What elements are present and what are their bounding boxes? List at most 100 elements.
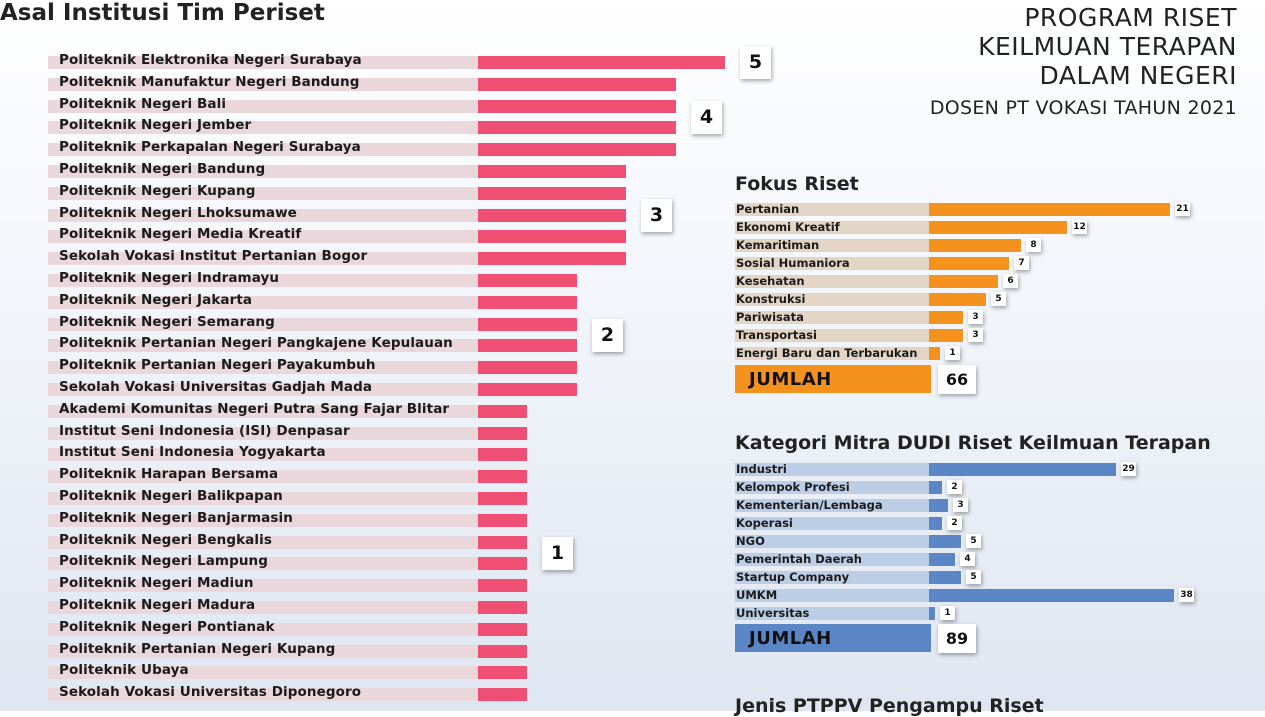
institusi-row: Politeknik Negeri Madiun (48, 575, 478, 592)
institusi-bar (478, 536, 527, 549)
mitra-value-badge: 3 (953, 498, 968, 512)
mitra-value-badge: 1 (940, 606, 955, 620)
institusi-label: Politeknik Negeri Madura (59, 597, 256, 613)
fokus-row: Konstruksi (735, 292, 929, 306)
institusi-row: Institut Seni Indonesia (ISI) Denpasar (48, 423, 478, 440)
institusi-row: Politeknik Negeri Pontianak (48, 619, 478, 636)
fokus-bar (929, 275, 998, 288)
mitra-row: Koperasi (735, 516, 929, 530)
institusi-label: Politeknik Negeri Bandung (59, 161, 266, 177)
institusi-label: Politeknik Negeri Bali (59, 96, 227, 112)
institusi-row: Politeknik Negeri Indramayu (48, 270, 478, 287)
institusi-label: Politeknik Pertanian Negeri Pangkajene K… (59, 335, 453, 351)
mitra-bar (929, 571, 961, 584)
institusi-label: Politeknik Perkapalan Negeri Surabaya (59, 139, 361, 155)
institusi-bar (478, 688, 527, 701)
institusi-bar (478, 274, 577, 287)
fokus-value-badge: 6 (1003, 274, 1018, 288)
fokus-row: Kemaritiman (735, 238, 929, 252)
institusi-row: Politeknik Negeri Banjarmasin (48, 510, 478, 527)
institusi-bar (478, 514, 527, 527)
institusi-label: Politeknik Negeri Bengkalis (59, 532, 272, 548)
institusi-row: Politeknik Negeri Semarang (48, 314, 478, 331)
institusi-row: Politeknik Ubaya (48, 662, 478, 679)
mitra-row: Universitas (735, 606, 929, 620)
fokus-label: Ekonomi Kreatif (736, 220, 840, 234)
institusi-label: Politeknik Harapan Bersama (59, 466, 279, 482)
program-subtitle: DOSEN PT VOKASI TAHUN 2021 (929, 97, 1237, 119)
fokus-value-badge: 3 (968, 328, 983, 342)
mitra-value-badge: 4 (960, 552, 975, 566)
institusi-label: Sekolah Vokasi Universitas Gadjah Mada (59, 379, 373, 395)
institusi-bar (478, 405, 527, 418)
mitra-value-badge: 38 (1179, 588, 1194, 602)
institusi-label: Politeknik Negeri Semarang (59, 314, 275, 330)
institusi-label: Institut Seni Indonesia (ISI) Denpasar (59, 423, 350, 439)
institusi-label: Sekolah Vokasi Universitas Diponegoro (59, 684, 362, 700)
mitra-label: Kelompok Profesi (736, 480, 850, 494)
institusi-value-badge: 5 (740, 46, 771, 79)
institusi-row: Sekolah Vokasi Universitas Diponegoro (48, 684, 478, 701)
institusi-value-badge: 3 (641, 199, 672, 232)
institusi-bar (478, 470, 527, 483)
institusi-label: Institut Seni Indonesia Yogyakarta (59, 444, 326, 460)
fokus-value-badge: 5 (991, 292, 1006, 306)
fokus-total-box: JUMLAH (735, 365, 931, 393)
institusi-label: Politeknik Negeri Media Kreatif (59, 226, 302, 242)
mitra-value-badge: 2 (947, 480, 962, 494)
fokus-label: Kesehatan (736, 274, 805, 288)
fokus-label: Energi Baru dan Terbarukan (736, 346, 918, 360)
institusi-bar (478, 318, 577, 331)
institusi-label: Politeknik Negeri Jember (59, 117, 252, 133)
mitra-row: UMKM (735, 588, 929, 602)
fokus-bar (929, 239, 1021, 252)
institusi-row: Sekolah Vokasi Universitas Gadjah Mada (48, 379, 478, 396)
mitra-row: Kelompok Profesi (735, 480, 929, 494)
mitra-bar (929, 517, 942, 530)
institusi-bar (478, 339, 577, 352)
fokus-value-badge: 12 (1072, 220, 1087, 234)
institusi-row: Politeknik Harapan Bersama (48, 466, 478, 483)
mitra-label: Kementerian/Lembaga (736, 498, 883, 512)
fokus-bar (929, 347, 940, 360)
fokus-row: Pertanian (735, 202, 929, 216)
institusi-value-badge: 2 (592, 319, 623, 352)
institusi-row: Politeknik Negeri Bengkalis (48, 532, 478, 549)
institusi-row: Politeknik Elektronika Negeri Surabaya (48, 52, 478, 69)
institusi-bar (478, 427, 527, 440)
mitra-total-value: 89 (938, 624, 976, 653)
fokus-label: Pariwisata (736, 310, 804, 324)
institusi-bar (478, 252, 626, 265)
institusi-bar (478, 492, 527, 505)
mitra-row: NGO (735, 534, 929, 548)
fokus-row: Transportasi (735, 328, 929, 342)
institusi-row: Politeknik Negeri Jember (48, 117, 478, 134)
institusi-chart-title: Asal Institusi Tim Periset (0, 0, 325, 26)
program-title-line: KEILMUAN TERAPAN (978, 32, 1237, 61)
fokus-total-value: 66 (938, 365, 976, 394)
institusi-label: Politeknik Ubaya (59, 662, 189, 678)
institusi-row: Politeknik Negeri Madura (48, 597, 478, 614)
fokus-bar (929, 311, 963, 324)
institusi-row: Politeknik Negeri Lampung (48, 553, 478, 570)
mitra-total-label: JUMLAH (749, 628, 832, 649)
institusi-bar (478, 143, 676, 156)
mitra-bar (929, 463, 1116, 476)
institusi-label: Politeknik Pertanian Negeri Kupang (59, 641, 336, 657)
mitra-label: Pemerintah Daerah (736, 552, 862, 566)
mitra-row: Industri (735, 462, 929, 476)
institusi-label: Politeknik Negeri Lampung (59, 553, 269, 569)
institusi-bar (478, 579, 527, 592)
ptppv-section-title: Jenis PTPPV Pengampu Riset (735, 695, 1044, 717)
institusi-row: Politeknik Pertanian Negeri Kupang (48, 641, 478, 658)
institusi-row: Politeknik Negeri Lhoksumawe (48, 205, 478, 222)
mitra-bar (929, 535, 961, 548)
fokus-row: Kesehatan (735, 274, 929, 288)
fokus-label: Konstruksi (736, 292, 806, 306)
mitra-chart-title: Kategori Mitra DUDI Riset Keilmuan Terap… (735, 432, 1211, 454)
institusi-row: Politeknik Perkapalan Negeri Surabaya (48, 139, 478, 156)
institusi-value-badge: 1 (542, 537, 573, 570)
fokus-row: Sosial Humaniora (735, 256, 929, 270)
mitra-label: Startup Company (736, 570, 850, 584)
mitra-bar (929, 589, 1174, 602)
